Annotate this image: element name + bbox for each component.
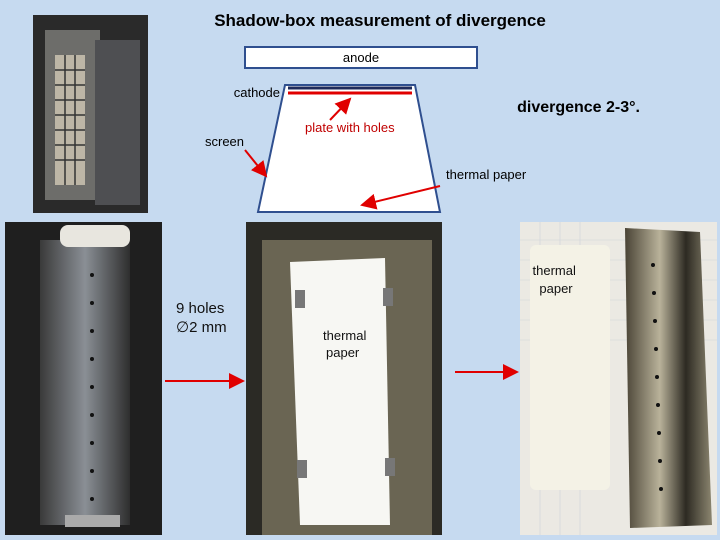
box-label: 9 holes ∅2 mm (176, 300, 229, 336)
paper-label-line: paper (539, 281, 573, 296)
photo-box-holes (5, 222, 162, 535)
paper-label-2: thermal paper (533, 263, 580, 296)
paper-label-line: paper (326, 345, 360, 360)
paper-label-line: thermal (533, 263, 576, 278)
screen-label: screen (205, 134, 244, 149)
paper-label-1: thermal paper (323, 328, 370, 360)
photo-paper-in-box (246, 222, 442, 535)
anode-label: anode (343, 50, 379, 65)
divergence-label: divergence 2-3°. (517, 99, 640, 116)
thermal-paper-label: thermal paper (446, 167, 527, 182)
title: Shadow-box measurement of divergence (214, 11, 546, 30)
cathode-label: cathode (234, 85, 280, 100)
anode-box (244, 46, 478, 69)
screen-arrow (244, 149, 268, 178)
plate-arrow (329, 97, 352, 121)
box-label-line: ∅2 mm (176, 319, 227, 336)
photo-exposed-paper (520, 222, 717, 535)
box-label-line: 9 holes (176, 300, 224, 317)
plate-label: plate with holes (305, 120, 395, 135)
photo-shadow-box (33, 15, 148, 213)
paper-label-line: thermal (323, 328, 366, 343)
thermal-paper-arrow (360, 185, 441, 210)
